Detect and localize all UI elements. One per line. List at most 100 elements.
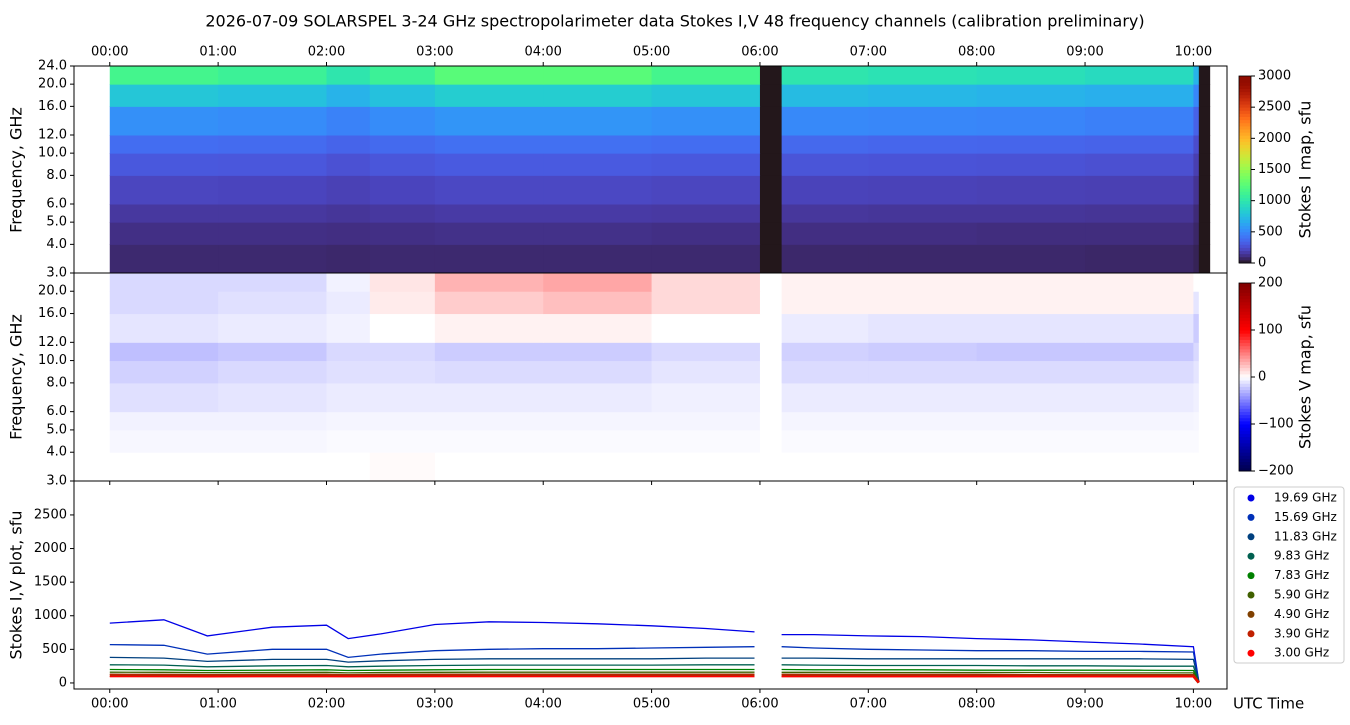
colorbar-label: Stokes I map, sfu <box>1296 101 1315 239</box>
y-tick-label: 8.0 <box>46 375 67 390</box>
heatmap-cell <box>434 222 544 245</box>
heatmap-cell <box>434 313 544 343</box>
heatmap-cell <box>218 153 327 176</box>
heatmap-cell <box>543 342 653 362</box>
heatmap-cell <box>109 342 219 362</box>
heatmap-cell <box>369 291 436 315</box>
heatmap-cell <box>868 360 978 384</box>
heatmap-cell <box>543 273 653 292</box>
series-line <box>109 674 1200 684</box>
heatmap-cell <box>1193 244 1200 274</box>
colorbar-step <box>1239 342 1251 347</box>
colorbar-tick-label: 1500 <box>1258 162 1291 177</box>
heatmap-cell <box>651 342 761 362</box>
heatmap-cell <box>651 175 761 205</box>
heatmap-cell <box>868 452 978 482</box>
series-line <box>109 656 1200 683</box>
heatmap-cell <box>326 411 371 431</box>
heatmap-cell <box>434 291 544 315</box>
x-tick-label: 09:00 <box>1066 45 1103 60</box>
heatmap-cell <box>369 382 436 413</box>
colorbar-step <box>1239 295 1251 300</box>
x-tick-label: 06:00 <box>741 45 778 60</box>
y-tick-label: 2500 <box>34 507 67 522</box>
colorbar-step <box>1239 414 1251 419</box>
heatmap-cell <box>326 135 371 154</box>
colorbar-step <box>1239 392 1251 397</box>
heatmap-cell <box>109 244 219 274</box>
heatmap-cell <box>543 84 653 107</box>
colorbar-step <box>1239 339 1251 344</box>
colorbar-step <box>1239 370 1251 375</box>
colorbar-step <box>1239 395 1251 400</box>
legend-label: 7.83 GHz <box>1274 568 1329 582</box>
colorbar-step <box>1239 188 1251 192</box>
legend-marker <box>1247 610 1255 618</box>
colorbar-step <box>1239 116 1251 121</box>
heatmap-cell <box>326 106 371 136</box>
heatmap-cell <box>759 106 783 136</box>
colorbar-step <box>1239 185 1251 189</box>
heatmap-cell <box>651 313 761 343</box>
heatmap-cell <box>218 204 327 223</box>
y-tick-label: 20.0 <box>38 284 67 299</box>
heatmap-cell <box>369 313 436 343</box>
heatmap-cell <box>1085 382 1194 413</box>
colorbar-step <box>1239 461 1251 466</box>
heatmap-cell <box>1193 342 1200 362</box>
colorbar-step <box>1239 289 1251 293</box>
colorbar-step <box>1239 234 1251 239</box>
colorbar-step <box>1239 132 1251 136</box>
heatmap-cell <box>1193 452 1200 482</box>
colorbar-step <box>1239 351 1251 356</box>
colorbar-step <box>1239 228 1251 233</box>
y-tick-label: 500 <box>42 642 67 657</box>
heatmap-cell <box>369 135 436 154</box>
heatmap-cell <box>976 222 1086 245</box>
heatmap-cell <box>218 244 327 274</box>
heatmap-cell <box>434 360 544 384</box>
heatmap-cell <box>369 175 436 205</box>
y-tick-label: 5.0 <box>46 422 67 437</box>
heatmap-cell <box>369 222 436 245</box>
heatmap-cell <box>218 222 327 245</box>
heatmap-cell <box>1198 244 1211 274</box>
colorbar-step <box>1239 408 1251 412</box>
heatmap-cell <box>976 313 1086 343</box>
heatmap-cell <box>759 175 783 205</box>
heatmap-cell <box>109 222 219 245</box>
y-tick-label: 5.0 <box>46 215 67 230</box>
heatmap-cell <box>1198 66 1211 85</box>
colorbar-step <box>1239 304 1251 309</box>
heatmap-cell <box>781 382 869 413</box>
heatmap-cell <box>1198 175 1211 205</box>
y-axis-label: Frequency, GHz <box>7 314 26 440</box>
heatmap-cell <box>326 175 371 205</box>
colorbar-tick-label: 0 <box>1258 256 1266 271</box>
heatmap-cell <box>326 66 371 85</box>
colorbar-step <box>1239 439 1251 444</box>
heatmap-cell <box>1085 411 1194 431</box>
heatmap-cell <box>868 313 978 343</box>
heatmap-cell <box>326 429 371 453</box>
heatmap-cell <box>1085 244 1194 274</box>
heatmap-cell <box>976 342 1086 362</box>
colorbar-step <box>1239 107 1251 111</box>
colorbar-tick-label: 100 <box>1258 323 1283 338</box>
heatmap-cell <box>1198 342 1211 362</box>
colorbar-step <box>1239 231 1251 236</box>
heatmap-cell <box>1085 452 1194 482</box>
colorbar-step <box>1239 452 1251 456</box>
heatmap-cell <box>218 291 327 315</box>
heatmap-cell <box>1085 273 1194 292</box>
heatmap-cell <box>1198 84 1211 107</box>
heatmap-cell <box>868 244 978 274</box>
heatmap-cell <box>868 291 978 315</box>
colorbar-step <box>1239 122 1251 127</box>
colorbar-step <box>1239 445 1251 450</box>
colorbar-step <box>1239 330 1251 334</box>
heatmap-cell <box>109 84 219 107</box>
colorbar-step <box>1239 336 1251 340</box>
colorbar-step <box>1239 94 1251 99</box>
colorbar-step <box>1239 433 1251 438</box>
